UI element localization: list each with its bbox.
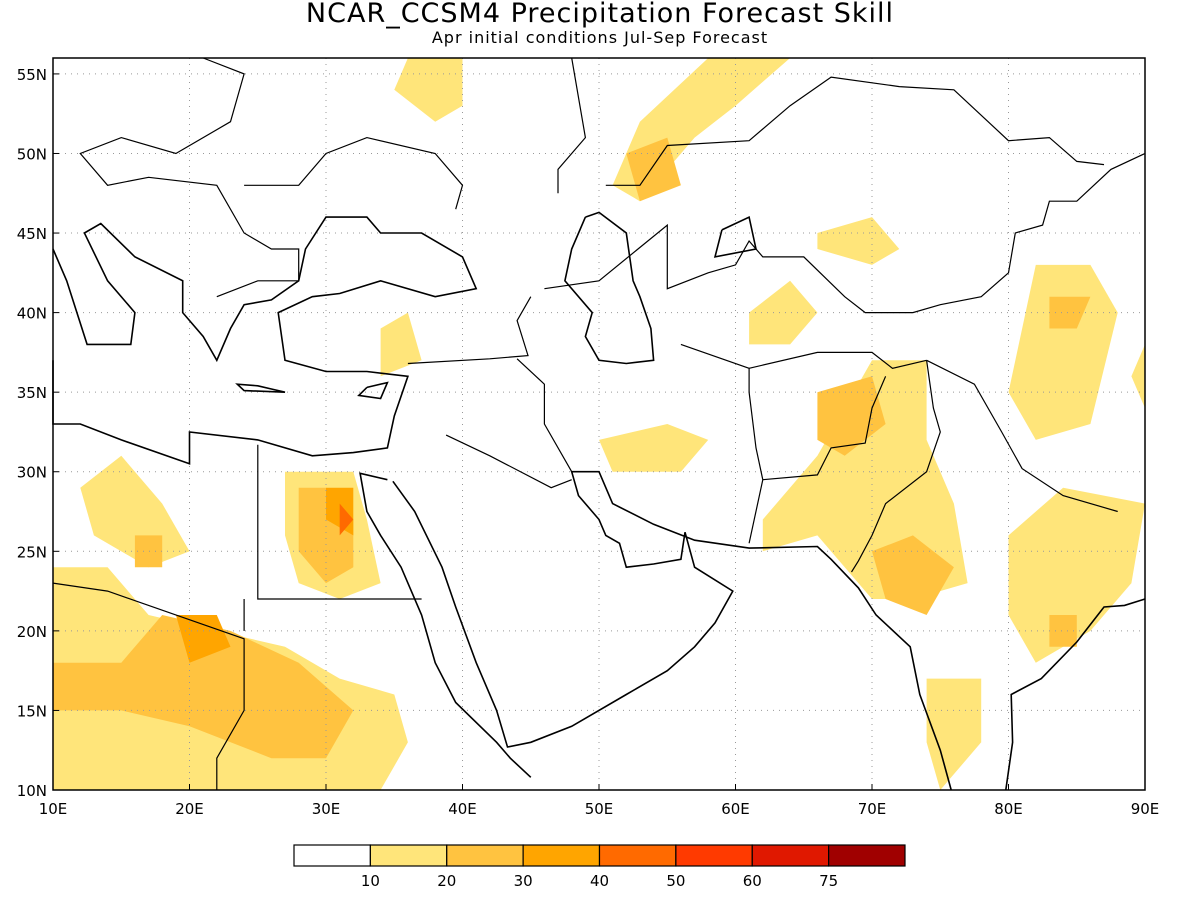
border-7 [748,351,927,369]
skill-region-17 [817,376,886,456]
skill-region-24 [339,503,354,536]
lat-tick-label: 50N [17,145,47,163]
lat-tick-label: 25N [17,543,47,561]
border-0 [257,444,422,600]
lon-tick-label: 20E [175,800,204,818]
colorbar-label: 20 [437,872,456,890]
colorbar-swatch-0 [293,844,371,867]
skill-region-21 [134,535,163,568]
colorbar-label: 60 [743,872,762,890]
coastline-6 [235,383,286,393]
border-10 [926,359,1118,513]
lat-tick-label: 55N [17,66,47,84]
coastline-1 [359,472,532,778]
lon-tick-label: 60E [721,800,750,818]
skill-region-12 [380,312,422,377]
colorbar-label: 40 [590,872,609,890]
chart-title: NCAR_CCSM4 Precipitation Forecast Skill [305,0,895,29]
border-4 [445,434,572,489]
border-11 [544,152,1146,314]
colorbar-label: 50 [666,872,685,890]
border-9 [850,360,941,573]
colorbar-swatch-1 [369,844,448,867]
colorbar-label: 75 [819,872,838,890]
skill-region-3 [394,58,463,122]
skill-region-9 [1008,264,1118,440]
skill-region-8 [599,424,709,472]
colorbar-label: 30 [514,872,533,890]
border-14 [79,57,300,298]
lat-tick-label: 40N [17,305,47,323]
skill-region-13 [1131,344,1145,409]
lat-tick-label: 15N [17,702,47,720]
border-6 [680,343,764,544]
skill-region-10 [1008,487,1145,663]
border-1 [52,582,245,790]
skill-region-6 [817,217,900,265]
lon-tick-label: 30E [312,800,341,818]
skill-region-19 [1049,615,1077,647]
lon-tick-label: 40E [448,800,477,818]
lat-tick-label: 30N [17,464,47,482]
skill-region-22 [175,615,231,663]
chart-subtitle: Apr initial conditions Jul-Sep Forecast [431,28,769,47]
colorbar-swatch-2 [446,844,524,867]
colorbar-swatch-5 [675,844,753,867]
lon-tick-label: 90E [1131,800,1160,818]
lat-tick-label: 45N [17,225,47,243]
border-8 [762,376,887,481]
colorbar-swatch-7 [828,844,906,867]
colorbar-swatch-6 [751,844,830,867]
colorbar-swatch-4 [598,844,677,867]
skill-region-14 [53,615,354,759]
colorbar-swatch-3 [522,844,601,867]
lon-tick-label: 10E [39,800,68,818]
colorbar: 10 20 30 40 50 60 75 [293,844,906,890]
coastline-3 [1005,598,1146,791]
border-12 [605,76,1105,186]
skill-region-18 [872,535,954,615]
border-15 [244,136,464,210]
coastline-4 [564,211,655,365]
colorbar-label: 10 [361,872,380,890]
coastline-0 [52,216,478,465]
border-3 [407,296,532,365]
border-13 [557,57,587,194]
coastline-7 [357,381,389,400]
skill-region-20 [1049,296,1091,329]
lon-tick-label: 70E [858,800,887,818]
border-5 [516,358,573,472]
axis-ticks: 10E 20E 30E 40E 50E 60E 70E 80E 90E 10N 15N 20N 25N 3… [17,66,1160,818]
lat-tick-label: 10N [17,782,47,800]
skill-region-5 [749,280,818,345]
skill-fill-layer [53,58,1145,790]
coastline-2 [392,470,952,791]
coastlines [52,57,1146,791]
skill-region-11 [926,678,982,790]
lon-tick-label: 80E [994,800,1023,818]
lon-tick-label: 50E [585,800,614,818]
lat-tick-label: 35N [17,384,47,402]
lat-tick-label: 20N [17,623,47,641]
